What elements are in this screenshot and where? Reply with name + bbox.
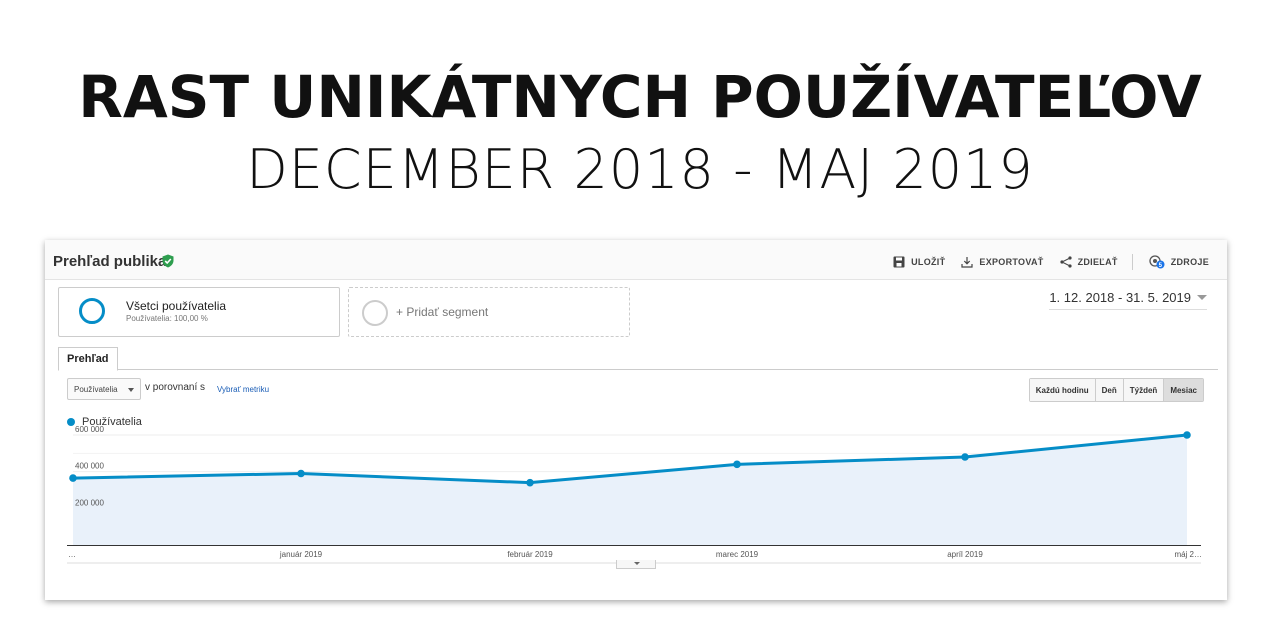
data-point bbox=[69, 474, 77, 482]
granularity-toggle: Každú hodinu Deň Týždeň Mesiac bbox=[1028, 378, 1204, 402]
segment-ring-icon bbox=[79, 298, 105, 324]
tab-overview[interactable]: Prehľad bbox=[58, 347, 118, 371]
add-segment-label: + Pridať segment bbox=[396, 305, 489, 319]
hero-title: RAST UNIKÁTNYCH POUŽÍVATEĽOV bbox=[78, 63, 1202, 131]
legend-label: Používatelia bbox=[82, 416, 142, 428]
data-point bbox=[961, 453, 969, 461]
share-button[interactable]: ZDIEĽAŤ bbox=[1059, 256, 1118, 268]
data-point bbox=[733, 460, 741, 469]
share-icon bbox=[1059, 256, 1072, 268]
series-line bbox=[72, 433, 1188, 485]
series-area bbox=[73, 435, 1187, 545]
download-icon bbox=[961, 257, 973, 268]
chevron-down-icon bbox=[128, 388, 134, 392]
x-tick-label: máj 2… bbox=[1174, 550, 1202, 559]
add-segment-button[interactable]: + Pridať segment bbox=[348, 287, 630, 337]
chart-collapse-toggle[interactable] bbox=[616, 560, 656, 569]
audience-overview-panel: Prehľad publika ULOŽIŤ EXPORTOVAŤ bbox=[45, 240, 1227, 600]
hero-subtitle: DECEMBER 2018 - MAJ 2019 bbox=[246, 138, 1034, 201]
choose-metric-link[interactable]: Vybrať metriku bbox=[217, 385, 270, 394]
data-point bbox=[526, 478, 534, 487]
verified-shield-icon bbox=[162, 254, 174, 268]
granularity-week-button[interactable]: Týždeň bbox=[1122, 379, 1164, 401]
sources-badge: 5 bbox=[1158, 263, 1162, 269]
sources-button[interactable]: 5 ZDROJE bbox=[1149, 255, 1209, 269]
y-tick-label: 200 000 bbox=[75, 498, 104, 507]
segment-name: Všetci používatelia bbox=[126, 299, 227, 313]
granularity-day-button[interactable]: Deň bbox=[1094, 379, 1123, 401]
add-segment-ring-icon bbox=[362, 300, 388, 326]
report-toolbar: ULOŽIŤ EXPORTOVAŤ ZDIEĽAŤ bbox=[877, 254, 1209, 270]
toolbar-divider bbox=[1131, 254, 1133, 270]
x-tick-label: marec 2019 bbox=[716, 550, 759, 559]
granularity-hourly-button[interactable]: Každú hodinu bbox=[1029, 379, 1095, 401]
share-label: ZDIEĽAŤ bbox=[1077, 257, 1118, 267]
date-range-picker[interactable]: 1. 12. 2018 - 31. 5. 2019 bbox=[1049, 290, 1207, 310]
chevron-down-icon bbox=[1197, 295, 1207, 300]
segment-meta: Používatelia: 100,00 % bbox=[126, 314, 208, 323]
metric-select-value: Používatelia bbox=[74, 385, 118, 394]
x-tick-label: február 2019 bbox=[507, 550, 553, 559]
x-tick-label: január 2019 bbox=[279, 550, 323, 559]
tab-bar: Prehľad bbox=[58, 347, 1218, 371]
save-icon bbox=[893, 256, 905, 268]
panel-title: Prehľad publika bbox=[53, 253, 167, 270]
x-tick-label: apríl 2019 bbox=[947, 550, 983, 559]
sources-label: ZDROJE bbox=[1170, 257, 1209, 267]
date-range-label: 1. 12. 2018 - 31. 5. 2019 bbox=[1049, 290, 1191, 305]
y-tick-label: 600 000 bbox=[75, 425, 104, 434]
export-label: EXPORTOVAŤ bbox=[979, 257, 1044, 267]
x-tick-label: … bbox=[68, 550, 76, 559]
data-point bbox=[1183, 431, 1191, 439]
granularity-month-button[interactable]: Mesiac bbox=[1163, 379, 1203, 401]
sources-icon: 5 bbox=[1149, 255, 1165, 269]
panel-header: Prehľad publika ULOŽIŤ EXPORTOVAŤ bbox=[45, 240, 1227, 280]
save-button[interactable]: ULOŽIŤ bbox=[893, 256, 945, 268]
y-tick-label: 400 000 bbox=[75, 462, 104, 471]
chevron-down-icon bbox=[634, 562, 640, 565]
data-point bbox=[297, 469, 305, 478]
users-line-chart: 600 000 400 000 200 000 … január 2019 február… bbox=[67, 425, 1202, 564]
legend-marker bbox=[67, 418, 75, 426]
compare-text: v porovnaní s bbox=[145, 382, 206, 393]
export-button[interactable]: EXPORTOVAŤ bbox=[961, 256, 1043, 268]
save-label: ULOŽIŤ bbox=[911, 257, 946, 267]
chart-legend: Používatelia bbox=[67, 416, 142, 428]
metric-select[interactable]: Používatelia bbox=[67, 378, 141, 400]
segment-all-users[interactable]: Všetci používatelia Používatelia: 100,00… bbox=[58, 287, 340, 337]
